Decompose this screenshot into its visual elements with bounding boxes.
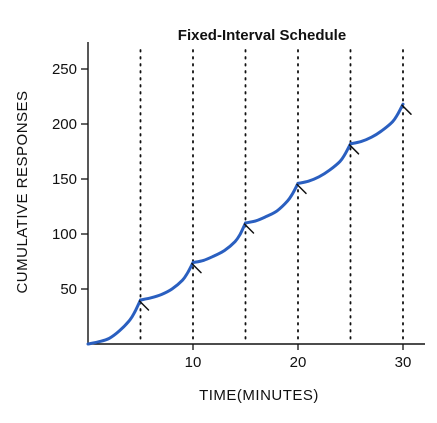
x-tick-label-30: 30 [395,354,412,371]
y-tick-label-200: 200 [52,116,77,133]
reinforcement-marks [138,104,412,311]
y-axis-label: CUMULATIVE RESPONSES [14,90,31,293]
x-tick-label-10: 10 [185,354,202,371]
y-tick-label-250: 250 [52,61,77,78]
reinforcement-mark-4 [296,183,307,195]
chart-title: Fixed-Interval Schedule [178,27,346,44]
curve-segment-1 [86,298,142,346]
curve-segment-6 [349,102,405,146]
x-ticks: 10 20 30 [185,344,412,371]
x-axis-label: TIME(MINUTES) [199,387,319,404]
curve-segment-3 [191,221,247,265]
curve-segment-5 [296,142,352,185]
reinforcement-mark-3 [243,223,255,234]
reinforcement-mark-5 [348,144,360,155]
interval-markers [139,49,404,345]
reinforcement-mark-1 [138,300,150,311]
y-tick-label-100: 100 [52,226,77,243]
reinforcement-mark-2 [191,262,202,274]
cumulative-response-curve [86,102,405,346]
x-tick-label-20: 20 [290,354,307,371]
axes [87,42,425,345]
y-tick-label-50: 50 [60,281,77,298]
y-ticks: 50 100 150 200 250 [52,61,88,298]
reinforcement-mark-6 [401,104,412,115]
y-tick-label-150: 150 [52,171,77,188]
curve-segment-2 [139,261,195,302]
curve-segment-4 [244,181,300,225]
